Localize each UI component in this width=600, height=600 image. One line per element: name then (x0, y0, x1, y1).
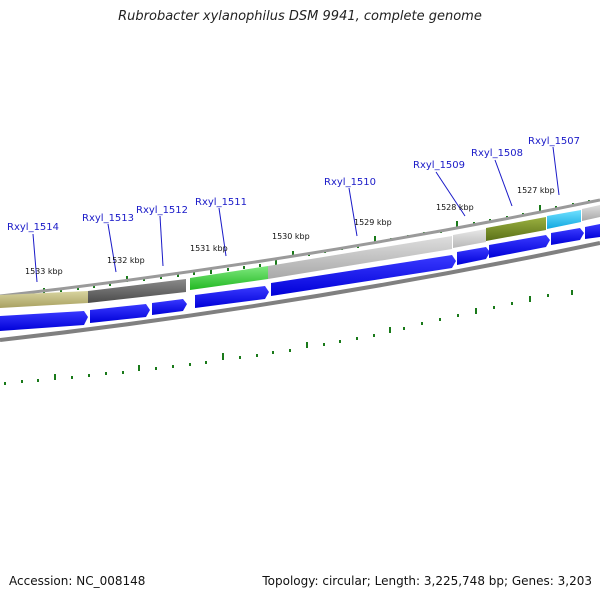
middle-ticks (403, 290, 573, 330)
cds-arrow-rxyl-1508 (489, 235, 550, 258)
gene-block-rxyl-1507 (547, 210, 581, 229)
gene-block-next (582, 205, 600, 221)
kbp-labels: 1533 kbp 1532 kbp 1531 kbp 1530 kbp 1529… (25, 186, 555, 276)
gene-label: Rxyl_1507 (528, 136, 580, 147)
gene-label: Rxyl_1511 (195, 197, 247, 208)
cds-arrow-rxyl-1512 (152, 299, 187, 315)
cds-arrow-rxyl-1514 (0, 311, 88, 331)
gene-blocks (0, 205, 600, 308)
gene-label: Rxyl_1512 (136, 205, 188, 216)
gene-labels: Rxyl_1514 Rxyl_1513 Rxyl_1512 Rxyl_1511 … (7, 136, 580, 233)
cds-arrows (0, 224, 600, 331)
gene-block-rxyl-1513 (88, 279, 186, 303)
cds-arrow-rxyl-1513 (90, 304, 150, 323)
cds-arrow-rxyl-1509 (457, 247, 490, 265)
kbp-label: 1529 kbp (354, 218, 392, 227)
gene-label: Rxyl_1514 (7, 222, 59, 233)
cds-arrow-rxyl-1507 (551, 228, 584, 245)
genome-summary-text: Topology: circular; Length: 3,225,748 bp… (262, 574, 592, 588)
gene-block-rxyl-1509 (453, 229, 486, 248)
gene-block-rxyl-1514 (0, 291, 88, 308)
label-leaders (32, 146, 560, 283)
gene-block-rxyl-1510 (268, 236, 452, 279)
kbp-label: 1527 kbp (517, 186, 555, 195)
cds-arrow-next (585, 224, 600, 239)
gene-label: Rxyl_1510 (324, 177, 376, 188)
kbp-label: 1533 kbp (25, 267, 63, 276)
kbp-label: 1532 kbp (107, 256, 145, 265)
kbp-label: 1528 kbp (436, 203, 474, 212)
accession-text: Accession: NC_008148 (9, 574, 146, 588)
cds-arrow-rxyl-1511 (195, 286, 269, 308)
gene-block-rxyl-1511 (190, 266, 268, 290)
kbp-label: 1531 kbp (190, 244, 228, 253)
cds-arrow-rxyl-1510 (271, 255, 456, 296)
gene-label: Rxyl_1508 (471, 148, 523, 159)
forward-track-backbone (0, 198, 600, 298)
kbp-label: 1530 kbp (272, 232, 310, 241)
bottom-ticks (4, 327, 391, 385)
gene-block-rxyl-1508 (486, 217, 546, 241)
gene-label: Rxyl_1509 (413, 160, 465, 171)
map-title: Rubrobacter xylanophilus DSM 9941, compl… (118, 9, 482, 24)
reverse-track-backbone (0, 241, 600, 342)
gene-label: Rxyl_1513 (82, 213, 134, 224)
